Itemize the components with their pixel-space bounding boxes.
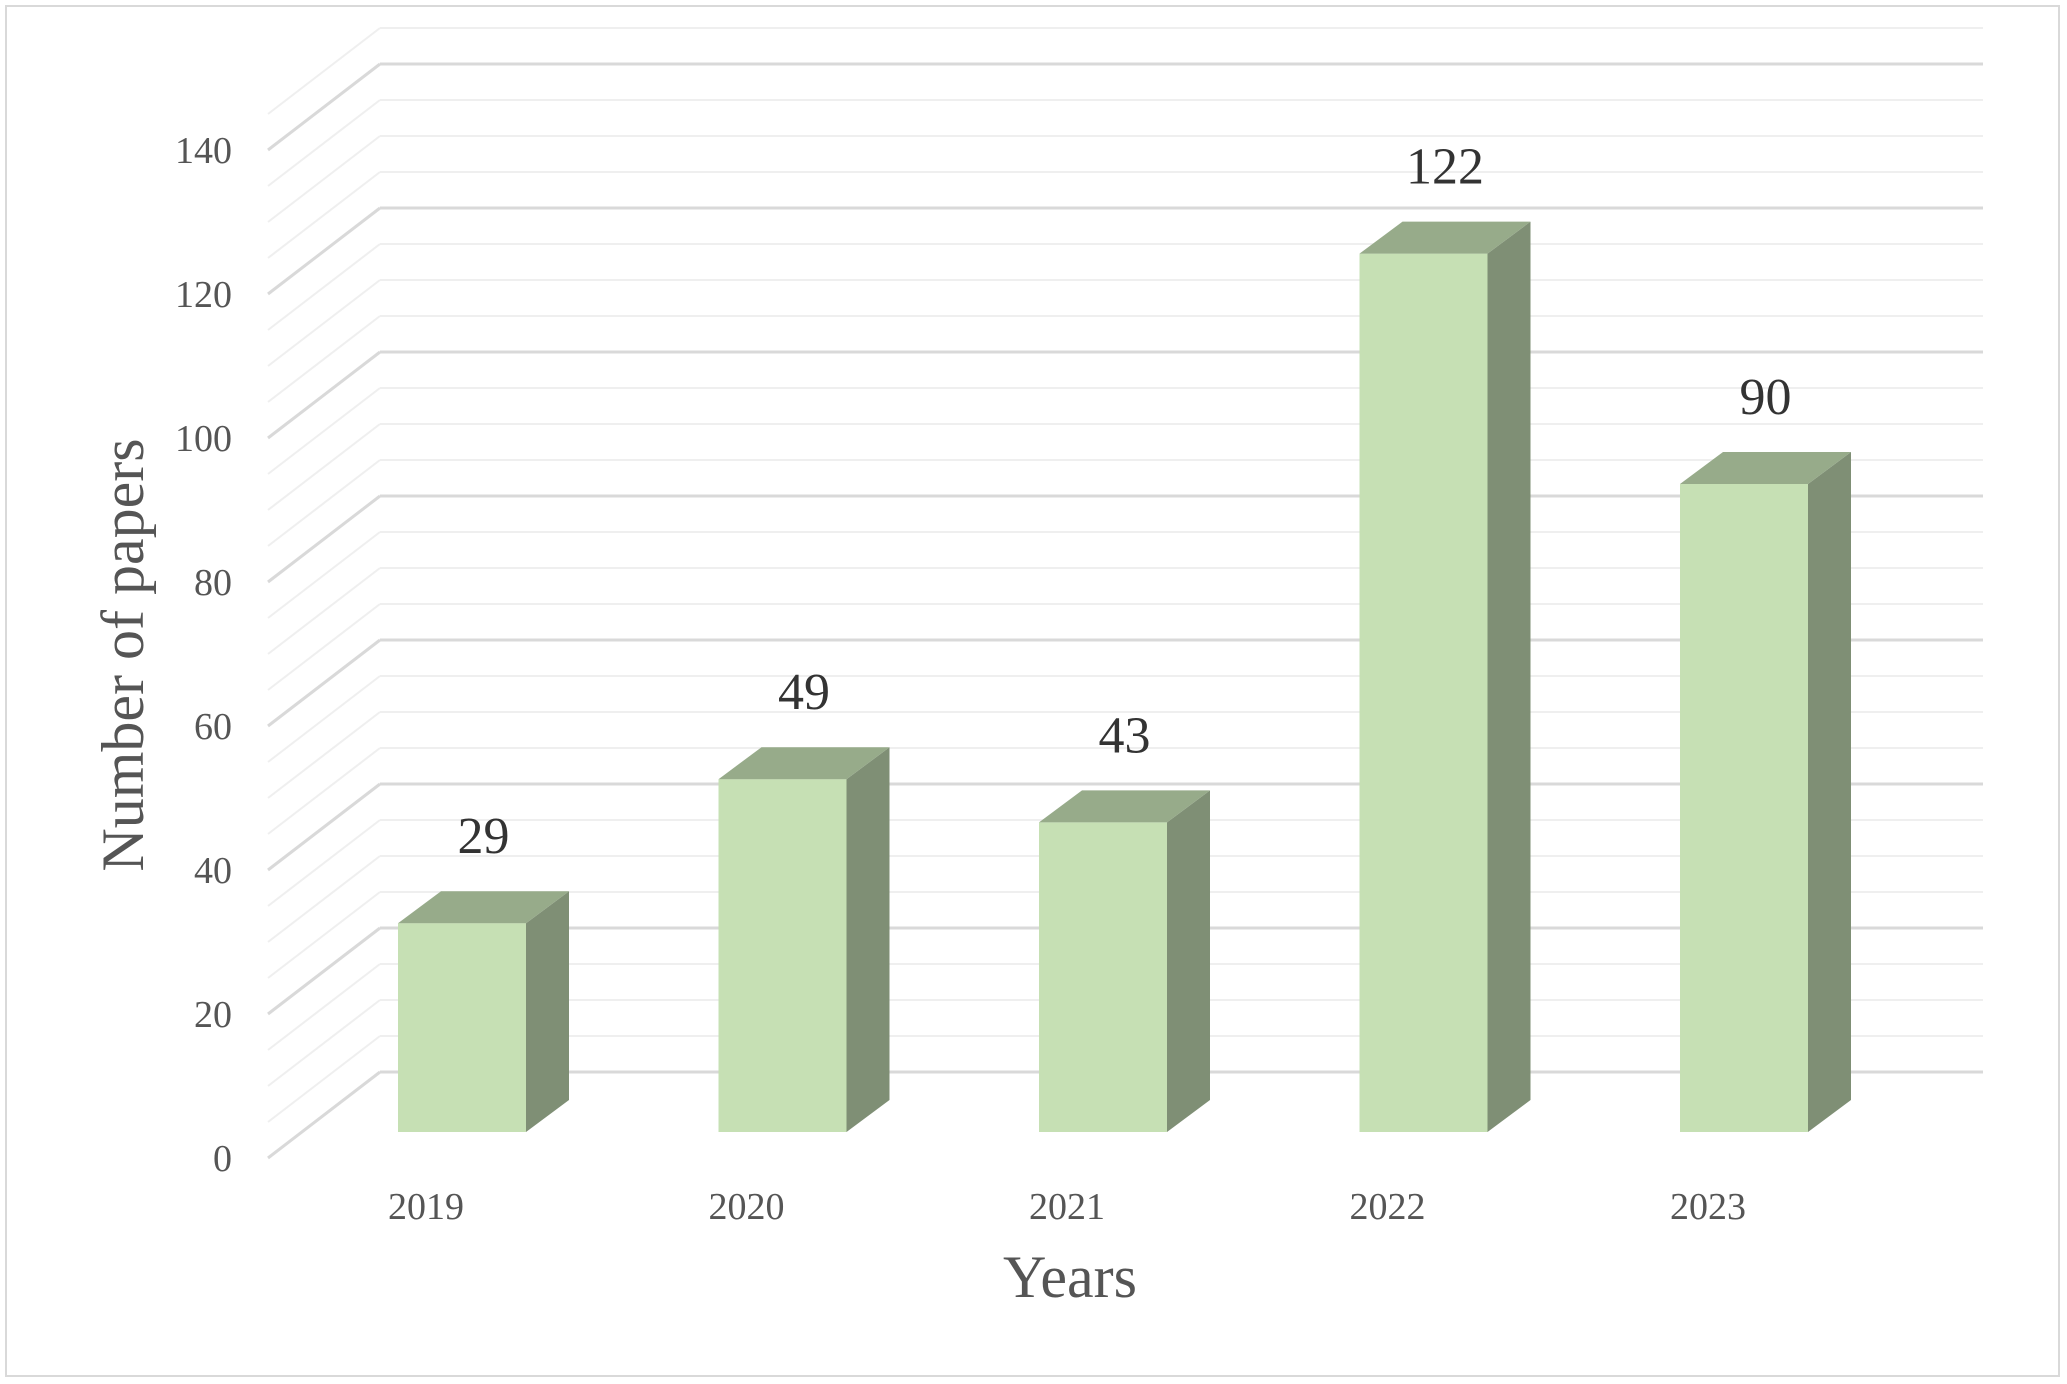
bar-front bbox=[1039, 822, 1167, 1132]
x-tick-label: 2020 bbox=[709, 1186, 785, 1228]
gridline-diagonal bbox=[267, 855, 381, 943]
bar-2022 bbox=[1359, 221, 1531, 1133]
gridline-diagonal bbox=[267, 62, 381, 152]
gridline-diagonal bbox=[267, 243, 381, 331]
bar-front bbox=[718, 779, 847, 1132]
gridline-diagonal bbox=[267, 315, 381, 403]
gridline-diagonal bbox=[267, 711, 381, 799]
gridline-diagonal bbox=[267, 99, 381, 187]
gridline-diagonal bbox=[267, 963, 381, 1051]
bar-side bbox=[1167, 790, 1210, 1132]
gridline-diagonal bbox=[267, 206, 381, 296]
data-label: 29 bbox=[458, 808, 510, 865]
bar-front bbox=[1359, 253, 1488, 1133]
y-tick-label: 80 bbox=[194, 562, 232, 604]
y-tick-label: 20 bbox=[194, 994, 232, 1036]
bar-top bbox=[1680, 452, 1851, 484]
bars bbox=[398, 221, 1851, 1133]
bar-front bbox=[398, 923, 526, 1132]
gridline-diagonal bbox=[267, 603, 381, 691]
gridline-diagonal bbox=[267, 926, 381, 1016]
gridline-diagonal bbox=[267, 747, 381, 835]
data-label: 43 bbox=[1099, 707, 1151, 764]
bar-top bbox=[718, 747, 890, 780]
gridline-diagonal bbox=[267, 675, 381, 763]
data-label: 122 bbox=[1406, 139, 1484, 196]
bar-front bbox=[1680, 484, 1808, 1132]
gridline-diagonal bbox=[267, 567, 381, 655]
gridline-diagonal bbox=[267, 171, 381, 259]
gridline-diagonal bbox=[267, 27, 381, 115]
x-tick-label: 2021 bbox=[1029, 1186, 1105, 1228]
gridline-diagonal bbox=[267, 459, 381, 547]
y-tick-label: 40 bbox=[194, 850, 232, 892]
y-tick-label: 140 bbox=[175, 130, 232, 172]
gridline-diagonal bbox=[267, 531, 381, 619]
x-axis-ticks: 2019 2020 2021 2022 2023 bbox=[388, 1186, 1746, 1228]
data-label: 90 bbox=[1740, 369, 1792, 426]
gridline-diagonal bbox=[267, 782, 381, 872]
gridline-diagonal bbox=[267, 350, 381, 440]
y-tick-label: 60 bbox=[194, 706, 232, 748]
gridline-diagonal bbox=[267, 279, 381, 367]
x-tick-label: 2023 bbox=[1670, 1186, 1746, 1228]
y-tick-label: 120 bbox=[175, 274, 232, 316]
gridline-diagonal bbox=[267, 135, 381, 223]
gridline-diagonal bbox=[267, 819, 381, 907]
gridline-diagonal bbox=[267, 891, 381, 979]
bar-top bbox=[398, 891, 569, 924]
gridline-diagonal bbox=[267, 387, 381, 475]
x-tick-label: 2019 bbox=[388, 1186, 464, 1228]
bar-side bbox=[526, 891, 569, 1132]
bar-top bbox=[1359, 221, 1531, 254]
bar-side bbox=[1808, 452, 1851, 1132]
gridline-diagonal bbox=[267, 999, 381, 1087]
gridline-diagonal bbox=[267, 423, 381, 511]
x-tick-label: 2022 bbox=[1350, 1186, 1426, 1228]
x-axis-title: Years bbox=[1003, 1244, 1137, 1310]
gridline-diagonal bbox=[267, 1070, 381, 1160]
bar-2023 bbox=[1680, 452, 1851, 1132]
y-tick-label: 100 bbox=[175, 418, 232, 460]
y-axis-ticks: 0 20 40 60 80 100 120 140 bbox=[175, 130, 232, 1180]
gridline-diagonal bbox=[267, 638, 381, 728]
y-axis-title: Number of papers bbox=[90, 438, 156, 871]
bar-top bbox=[1039, 790, 1210, 823]
y-tick-label: 0 bbox=[213, 1138, 232, 1180]
data-label: 49 bbox=[778, 664, 830, 721]
bar-2020 bbox=[718, 747, 890, 1132]
bar-side bbox=[1487, 221, 1531, 1133]
gridline-diagonal bbox=[267, 1035, 381, 1123]
bar-2019 bbox=[398, 891, 569, 1132]
data-labels: 29 49 43 122 90 bbox=[458, 139, 1792, 866]
gridline-diagonal bbox=[267, 494, 381, 584]
bar-2021 bbox=[1039, 790, 1210, 1132]
bar-side bbox=[846, 747, 890, 1132]
